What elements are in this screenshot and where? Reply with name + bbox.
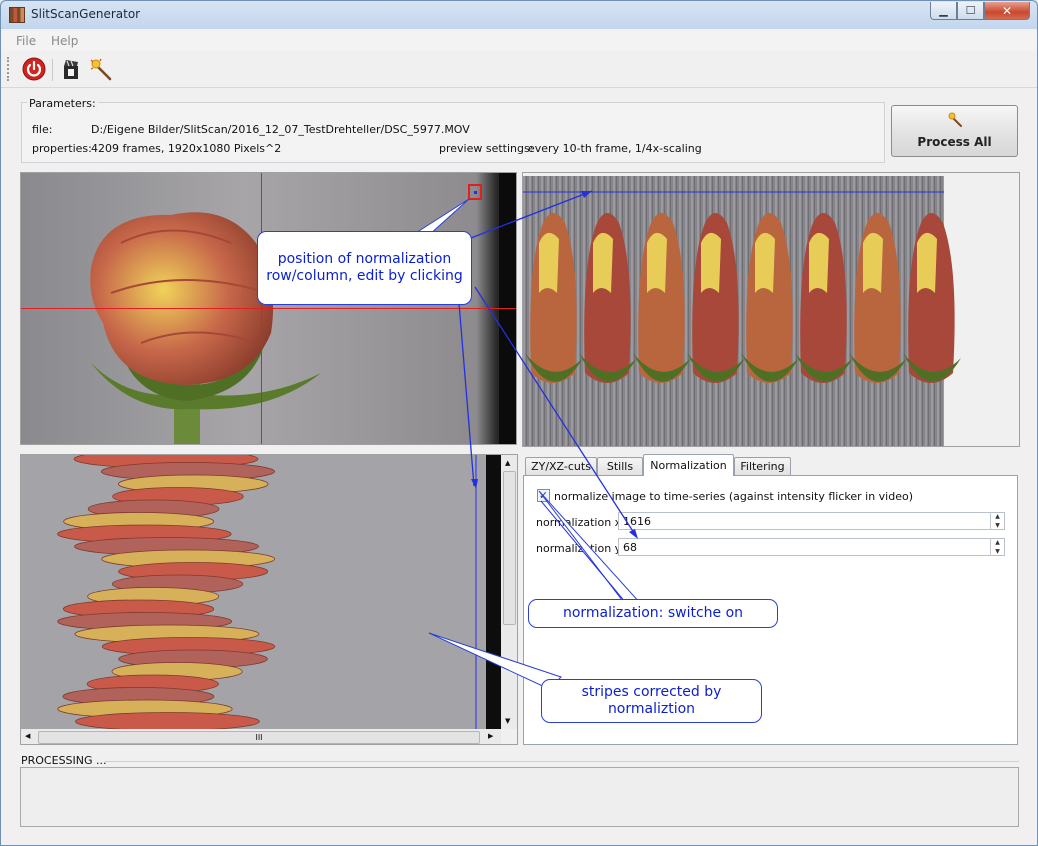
normalization-x-stepper[interactable]: ▲ ▼	[990, 512, 1004, 530]
normalize-checkbox[interactable]: ✓	[537, 489, 550, 502]
movie-clapper-icon	[64, 60, 78, 79]
toolbar-separator	[52, 59, 53, 81]
zy-cut-pane[interactable]	[522, 172, 1020, 447]
tab-filtering[interactable]: Filtering	[734, 457, 791, 475]
file-label: file:	[32, 123, 53, 136]
minimize-button[interactable]: ▁	[930, 2, 957, 20]
normalization-x-spinbox[interactable]: 1616 ▲ ▼	[618, 512, 1005, 530]
parameters-legend: Parameters:	[27, 97, 98, 110]
rose-bud-highlight	[755, 232, 775, 293]
parameters-group	[21, 102, 885, 163]
rose-frame-image	[90, 173, 516, 444]
menu-help[interactable]: Help	[51, 34, 79, 48]
tab-normalization[interactable]: Normalization	[643, 454, 734, 476]
normalization-x-value: 1616	[623, 515, 651, 528]
processing-divider	[105, 761, 1019, 762]
scroll-right-arrow[interactable]: ▶	[488, 732, 494, 740]
rose-bud-highlight	[701, 232, 721, 293]
rose-bud-highlight	[539, 232, 559, 293]
rose-leaf	[633, 353, 691, 382]
app-film-icon	[9, 7, 25, 23]
process-all-label: Process All	[917, 135, 992, 149]
process-all-button[interactable]: Process All	[891, 105, 1018, 157]
magic-wand-icon	[90, 58, 112, 81]
rose-bud-highlight	[647, 232, 667, 293]
normalization-y-value: 68	[623, 541, 637, 554]
magic-wand-button[interactable]	[87, 56, 115, 82]
callout-stripes-corrected: stripes corrected by normaliztion	[541, 679, 762, 723]
xz-cut-pane[interactable]: ▲ ▼ ◀ III ▶	[20, 454, 518, 745]
normalization-x-label: normalization x:	[536, 516, 625, 529]
magic-wand-icon	[948, 112, 962, 127]
rose-leaf	[795, 353, 853, 382]
preview-settings-label: preview settings:	[439, 142, 534, 155]
rose-leaf	[687, 353, 745, 382]
horizontal-scrollbar[interactable]: ◀ III ▶	[21, 729, 501, 744]
horizontal-scroll-thumb[interactable]: III	[38, 731, 480, 744]
rose-bud-highlight	[593, 232, 613, 293]
properties-label: properties:	[32, 142, 92, 155]
toolbar-grip	[7, 57, 12, 81]
normalization-y-stepper[interactable]: ▲ ▼	[990, 538, 1004, 556]
tab-stills[interactable]: Stills	[597, 457, 643, 475]
rose-leaf	[903, 353, 961, 382]
spiral-petal	[75, 712, 260, 731]
xz-cut-image	[21, 455, 501, 731]
rose-bud-highlight	[809, 232, 829, 293]
power-button[interactable]	[20, 56, 48, 82]
preview-settings-value: every 10-th frame, 1/4x-scaling	[528, 142, 702, 155]
frame-preview-pane[interactable]	[20, 172, 517, 445]
window-title: SlitScanGenerator	[31, 7, 141, 21]
toolbar	[1, 51, 1037, 88]
scroll-down-arrow[interactable]: ▼	[505, 717, 511, 725]
callout-switch-on: normalization: switche on	[528, 599, 778, 628]
menu-bar: File Help	[1, 31, 1037, 51]
open-video-button[interactable]	[57, 56, 85, 82]
crosshair-vertical	[261, 173, 262, 444]
normalize-checkbox-label: normalize image to time-series (against …	[554, 490, 913, 503]
vertical-scrollbar[interactable]: ▲ ▼	[501, 455, 517, 729]
scroll-left-arrow[interactable]: ◀	[25, 732, 31, 740]
normalization-y-spinbox[interactable]: 68 ▲ ▼	[618, 538, 1005, 556]
processing-log	[20, 767, 1019, 827]
rose-bud-highlight	[863, 232, 883, 293]
processing-label: PROCESSING ...	[21, 754, 107, 767]
maximize-button[interactable]: ☐	[957, 2, 984, 20]
rose-leaf	[741, 353, 799, 382]
tab-zy-xz-cuts[interactable]: ZY/XZ-cuts	[525, 457, 597, 475]
properties-value: 4209 frames, 1920x1080 Pixels^2	[91, 142, 282, 155]
crosshair-horizontal	[21, 308, 516, 309]
callout-normalization-position: position of normalization row/column, ed…	[257, 231, 472, 305]
menu-file[interactable]: File	[16, 34, 37, 48]
normalization-y-label: normalization y:	[536, 542, 625, 555]
title-bar: SlitScanGenerator ▁ ☐ ✕	[1, 1, 1037, 29]
file-value: D:/Eigene Bilder/SlitScan/2016_12_07_Tes…	[91, 123, 470, 136]
power-icon	[22, 57, 46, 81]
close-button[interactable]: ✕	[984, 2, 1030, 20]
zy-cut-image	[523, 176, 961, 446]
vertical-scroll-thumb[interactable]	[503, 471, 516, 625]
rose-bud-highlight	[917, 232, 937, 293]
scroll-up-arrow[interactable]: ▲	[505, 459, 511, 467]
normalization-marker[interactable]	[468, 184, 482, 200]
rose-leaf	[849, 353, 907, 382]
